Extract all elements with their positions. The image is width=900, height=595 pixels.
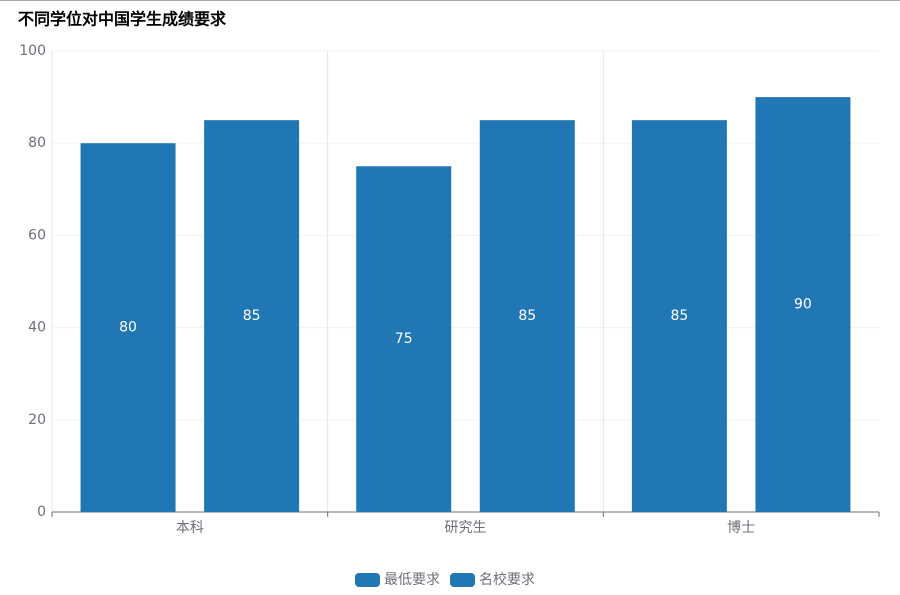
data-label: 85 (243, 308, 261, 324)
y-tick-label: 20 (28, 412, 46, 428)
bar (204, 120, 300, 513)
y-tick-label: 80 (28, 135, 46, 151)
data-label: 80 (119, 320, 137, 336)
legend-swatch[interactable] (355, 573, 380, 587)
y-tick-label: 40 (28, 320, 46, 336)
x-tick-label: 博士 (727, 519, 755, 536)
x-tick-label: 本科 (176, 520, 204, 536)
x-tick-label: 研究生 (445, 520, 487, 536)
bar (356, 166, 452, 512)
data-label: 85 (518, 308, 536, 324)
y-tick-label: 100 (19, 43, 46, 59)
data-label: 75 (395, 331, 413, 347)
bar (631, 120, 727, 513)
data-label: 90 (794, 297, 812, 313)
y-tick-label: 60 (28, 227, 46, 243)
data-label: 85 (670, 308, 688, 324)
bar (479, 120, 575, 513)
y-tick-label: 0 (37, 504, 46, 520)
legend-label[interactable]: 最低要求 (384, 572, 440, 588)
bar (80, 143, 176, 512)
legend-swatch[interactable] (450, 573, 475, 587)
bar (755, 97, 851, 512)
chart-title: 不同学位对中国学生成绩要求 (18, 10, 227, 29)
legend-label[interactable]: 名校要求 (479, 571, 535, 588)
